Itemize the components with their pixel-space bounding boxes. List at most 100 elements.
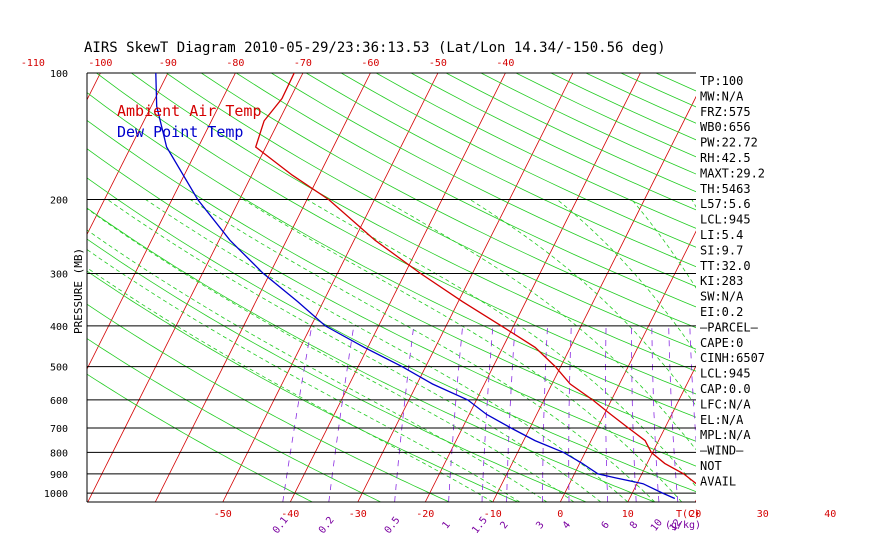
- chart-title: AIRS SkewT Diagram 2010-05-29/23:36:13.5…: [84, 40, 666, 56]
- moist-adiabat-line: [87, 267, 494, 502]
- temp-tick-top: -70: [294, 58, 312, 69]
- mixing-ratio-line: [506, 325, 516, 502]
- mixing-ratio-line: [568, 325, 572, 502]
- isotherm-line: [222, 73, 439, 502]
- temp-tick-top: -90: [159, 58, 177, 69]
- profile-layer: [155, 73, 696, 500]
- sounding-index-item: TP:100: [700, 74, 743, 88]
- temp-tick-bottom: 30: [757, 509, 769, 520]
- dry-adiabat-line: [376, 73, 696, 229]
- dry-adiabat-line: [131, 73, 696, 372]
- moist-adiabat-line: [469, 199, 696, 407]
- sounding-index-item: TT:32.0: [700, 259, 751, 273]
- mixing-ratio-tick-label: 1: [440, 520, 452, 532]
- air-temp-profile-line: [254, 73, 696, 485]
- sounding-index-item: SW:N/A: [700, 290, 744, 304]
- pressure-tick-label: 500: [50, 363, 68, 374]
- mixing-ratio-tick-label: 3: [534, 520, 546, 532]
- sounding-index-item: LCL:945: [700, 367, 751, 381]
- pressure-tick-label: 100: [50, 69, 68, 80]
- mixing-ratio-line: [689, 325, 696, 446]
- sounding-index-item: KI:283: [700, 274, 743, 288]
- dry-adiabat-line: [236, 73, 696, 308]
- dry-adiabat-line: [96, 73, 696, 395]
- isotherm-line: [559, 230, 696, 502]
- temp-tick-bottom: -10: [484, 509, 502, 520]
- isobar-layer: [87, 72, 696, 494]
- mixing-ratio-tick-label: 8: [628, 520, 640, 532]
- moist-adiabat-line: [87, 208, 575, 502]
- temp-tick-top: -100: [88, 58, 112, 69]
- mixing-ratio-tick-label: 10: [649, 517, 665, 533]
- sounding-index-item: CAP:0.0: [700, 382, 751, 396]
- temp-tick-top: -60: [361, 58, 379, 69]
- dry-adiabat-line: [341, 73, 696, 248]
- moist-adiabat-line: [87, 229, 548, 502]
- sounding-index-item: WB0:656: [700, 120, 751, 134]
- mixing-ratio-line: [282, 325, 313, 502]
- temp-tick-top: -40: [496, 58, 514, 69]
- legend: Ambient Air Temp Dew Point Temp: [117, 102, 262, 141]
- moist-adiabat-line: [382, 199, 696, 451]
- dry-adiabat-line: [305, 73, 696, 268]
- mixing-ratio-line: [542, 325, 548, 502]
- pressure-tick-label: 900: [50, 470, 68, 481]
- sounding-index-item: EL:N/A: [700, 413, 744, 427]
- mixing-ratio-line: [481, 325, 494, 502]
- pressure-tick-label: 700: [50, 424, 68, 435]
- temp-tick-bottom: -40: [281, 509, 299, 520]
- sounding-index-item: TH:5463: [700, 182, 751, 196]
- dry-adiabat-line: [87, 92, 696, 418]
- isotherm-line: [154, 73, 371, 502]
- sounding-index-item: EI:0.2: [700, 305, 743, 319]
- moist-adiabat-line: [87, 249, 521, 502]
- sounding-index-item: LCL:945: [700, 213, 751, 227]
- temp-tick-bottom: -30: [349, 509, 367, 520]
- pressure-tick-label: 200: [50, 195, 68, 206]
- y-axis-label: PRESSURE (MB): [72, 248, 85, 334]
- pressure-tick-label: 600: [50, 396, 68, 407]
- moist-adiabat-line: [145, 199, 629, 502]
- sounding-index-item: MAXT:29.2: [700, 166, 765, 180]
- mixing-ratio-tick-label: 6: [600, 520, 612, 532]
- mixing-ratio-tick-label: 2: [498, 520, 510, 532]
- temp-tick-top: -80: [226, 58, 244, 69]
- temp-axis-unit: T(C): [676, 509, 700, 520]
- dry-adiabat-line: [87, 238, 587, 502]
- pressure-tick-label: 300: [50, 269, 68, 280]
- mixing-ratio-line: [668, 325, 679, 502]
- sounding-index-item: LI:5.4: [700, 228, 743, 242]
- mixing-ratio-unit: (g/kg): [665, 520, 701, 531]
- mixing-ratio-tick-label: 4: [561, 520, 573, 532]
- sounding-index-item: L57:5.6: [700, 197, 751, 211]
- moist-adiabat-line: [243, 199, 683, 502]
- temp-tick-bottom: 10: [622, 509, 634, 520]
- moist-adiabat-line: [107, 199, 602, 502]
- sounding-index-item: CAPE:0: [700, 336, 743, 350]
- mixing-ratio-line: [651, 325, 660, 502]
- dry-adiabat-line: [87, 303, 450, 502]
- dry-adiabat-line: [87, 373, 313, 502]
- dry-adiabat-line: [655, 73, 696, 92]
- sounding-index-item: RH:42.5: [700, 151, 751, 165]
- mixing-ratio-tick-label: 0.5: [383, 515, 403, 536]
- temp-tick-bottom: 40: [824, 509, 836, 520]
- sounding-index-item: SI:9.7: [700, 243, 743, 257]
- sounding-index-item: NOT: [700, 459, 722, 473]
- moist-adiabat-line: [306, 199, 696, 488]
- dry-adiabat-line: [87, 338, 381, 502]
- sounding-index-item: PW:22.72: [700, 136, 758, 150]
- sounding-index-item: FRZ:575: [700, 105, 751, 119]
- isotherm-line: [87, 73, 169, 236]
- isotherm-line: [627, 365, 696, 502]
- moist-adiabat-line: [556, 199, 696, 354]
- dry-adiabat-line: [271, 73, 696, 287]
- dry-adiabat-line: [445, 73, 696, 193]
- isotherm-line: [0, 73, 33, 502]
- mixing-ratio-line: [631, 325, 637, 502]
- temp-tick-bottom: 20: [689, 509, 701, 520]
- mixing-ratio-tick-label: 0.2: [317, 515, 337, 536]
- pressure-tick-label: 1000: [44, 489, 68, 500]
